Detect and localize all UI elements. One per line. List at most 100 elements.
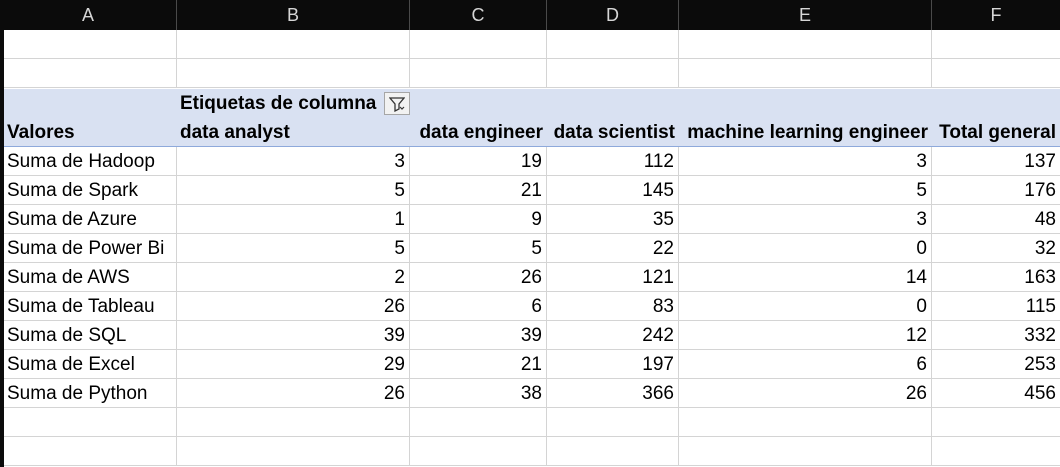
value-cell[interactable]: 26 [177, 292, 410, 321]
value-cell[interactable]: 366 [547, 379, 679, 408]
row-label-cell[interactable]: Suma de AWS [4, 263, 177, 292]
cell[interactable] [177, 59, 410, 88]
cell[interactable] [932, 30, 1060, 59]
value-cell[interactable]: 29 [177, 350, 410, 379]
value-cell[interactable]: 38 [410, 379, 547, 408]
column-labels-caption[interactable]: Etiquetas de columna [180, 93, 377, 114]
value-cell[interactable]: 3 [679, 205, 932, 234]
value-cell[interactable]: 83 [547, 292, 679, 321]
cell[interactable] [679, 59, 932, 88]
row-label-cell[interactable]: Suma de Power Bi [4, 234, 177, 263]
value-cell[interactable]: 2 [177, 263, 410, 292]
cell[interactable] [177, 437, 410, 466]
value-cell[interactable]: 1 [177, 205, 410, 234]
value-cell[interactable]: 26 [177, 379, 410, 408]
value-cell[interactable]: 26 [679, 379, 932, 408]
value-cell[interactable]: 21 [410, 176, 547, 205]
value-cell[interactable]: 5 [410, 234, 547, 263]
cell[interactable] [679, 437, 932, 466]
header-cell[interactable]: data engineer [410, 118, 547, 147]
header-cell[interactable]: data scientist [547, 118, 679, 147]
value-cell[interactable]: 48 [932, 205, 1060, 234]
cell[interactable] [932, 59, 1060, 88]
cell-value: 115 [1025, 296, 1056, 317]
value-cell[interactable]: 39 [177, 321, 410, 350]
cell[interactable] [547, 30, 679, 59]
column-header-d[interactable]: D [547, 0, 679, 30]
value-cell[interactable]: 32 [932, 234, 1060, 263]
value-cell[interactable]: 0 [679, 234, 932, 263]
value-cell[interactable]: 5 [177, 176, 410, 205]
header-cell[interactable]: machine learning engineer [679, 118, 932, 147]
value-cell[interactable]: 39 [410, 321, 547, 350]
value-cell[interactable]: 21 [410, 350, 547, 379]
value-cell[interactable]: 3 [177, 147, 410, 176]
value-cell[interactable]: 253 [932, 350, 1060, 379]
row-label-cell[interactable]: Suma de Excel [4, 350, 177, 379]
column-header-b[interactable]: B [177, 0, 410, 30]
row-label-cell[interactable]: Suma de Tableau [4, 292, 177, 321]
value-cell[interactable]: 9 [410, 205, 547, 234]
row-label-cell[interactable]: Suma de Python [4, 379, 177, 408]
value-cell[interactable]: 14 [679, 263, 932, 292]
value-cell[interactable]: 176 [932, 176, 1060, 205]
value-cell[interactable]: 197 [547, 350, 679, 379]
value-cell[interactable]: 22 [547, 234, 679, 263]
column-header-e[interactable]: E [679, 0, 932, 30]
row-label-cell[interactable]: Suma de Azure [4, 205, 177, 234]
row-label: Suma de Power Bi [7, 238, 165, 259]
header-data-analyst: data analyst [180, 122, 290, 143]
empty-row [4, 59, 1060, 88]
value-cell[interactable]: 456 [932, 379, 1060, 408]
cell[interactable] [547, 59, 679, 88]
cell-value: 5 [531, 238, 542, 259]
value-cell[interactable]: 145 [547, 176, 679, 205]
value-cell[interactable]: 137 [932, 147, 1060, 176]
value-cell[interactable]: 0 [679, 292, 932, 321]
cell[interactable] [4, 437, 177, 466]
value-cell[interactable]: 3 [679, 147, 932, 176]
value-cell[interactable]: 121 [547, 263, 679, 292]
header-cell[interactable]: data analyst [177, 118, 410, 147]
column-header-c[interactable]: C [410, 0, 547, 30]
value-cell[interactable]: 5 [177, 234, 410, 263]
cell[interactable] [932, 437, 1060, 466]
value-cell[interactable]: 163 [932, 263, 1060, 292]
value-cell[interactable]: 12 [679, 321, 932, 350]
value-cell[interactable]: 6 [679, 350, 932, 379]
values-caption-cell[interactable]: Valores [4, 118, 177, 147]
cell[interactable] [679, 408, 932, 437]
value-cell[interactable]: 6 [410, 292, 547, 321]
cell[interactable] [547, 437, 679, 466]
cell[interactable] [4, 59, 177, 88]
value-cell[interactable]: 35 [547, 205, 679, 234]
pivot-header-row-1: Etiquetas de columna [4, 89, 1060, 118]
cell-value: 22 [652, 238, 674, 259]
value-cell[interactable]: 26 [410, 263, 547, 292]
column-header-f[interactable]: F [990, 5, 1002, 25]
value-cell[interactable]: 242 [547, 321, 679, 350]
cell[interactable] [177, 408, 410, 437]
cell[interactable] [4, 30, 177, 59]
cell[interactable] [410, 59, 547, 88]
filter-dropdown-button[interactable] [384, 92, 410, 115]
value-cell[interactable]: 115 [932, 292, 1060, 321]
row-label-cell[interactable]: Suma de Hadoop [4, 147, 177, 176]
cell[interactable] [410, 30, 547, 59]
cell[interactable] [679, 30, 932, 59]
cell[interactable] [177, 30, 410, 59]
row-label-cell[interactable]: Suma de SQL [4, 321, 177, 350]
cell[interactable] [547, 408, 679, 437]
column-header-a[interactable]: A [0, 0, 177, 30]
value-cell[interactable]: 5 [679, 176, 932, 205]
cell[interactable] [410, 408, 547, 437]
row-label-cell[interactable]: Suma de Spark [4, 176, 177, 205]
cell[interactable] [4, 408, 177, 437]
value-cell[interactable]: 332 [932, 321, 1060, 350]
cell[interactable] [410, 437, 547, 466]
value-cell[interactable]: 19 [410, 147, 547, 176]
header-cell[interactable]: Total general [932, 118, 1060, 147]
value-cell[interactable]: 112 [547, 147, 679, 176]
cell[interactable] [932, 408, 1060, 437]
